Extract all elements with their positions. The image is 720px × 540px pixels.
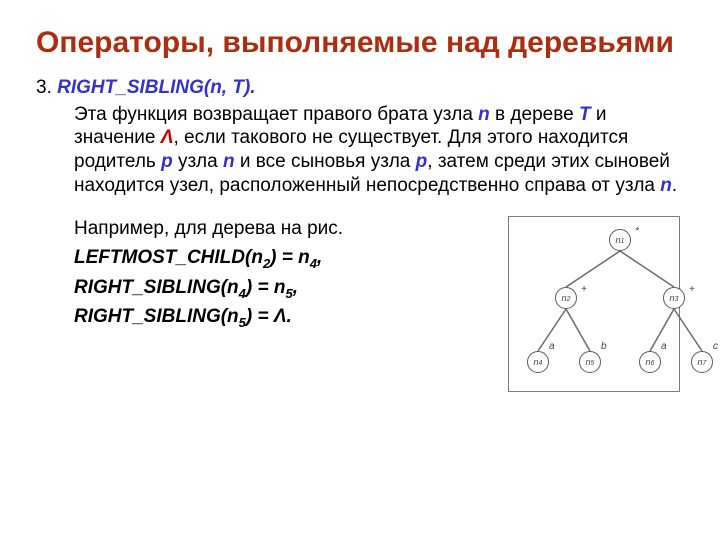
tree-diagram: n1*n2+n3+n4an5bn6an7c (508, 216, 680, 392)
desc-text: и все сыновья узла (235, 151, 416, 172)
tree-node-label-n7: c (713, 341, 718, 352)
example-line-1: LEFTMOST_CHILD(n2) = n4, (74, 245, 504, 271)
ex2-b: ) = n (246, 277, 286, 298)
desc-text: узла (173, 151, 223, 172)
tree-node-n6: n6 (639, 351, 661, 373)
ex2-sub1: 4 (239, 286, 246, 301)
example-text-column: Например, для дерева на рис. LEFTMOST_CH… (74, 216, 504, 335)
desc-var-n: n (478, 104, 490, 125)
tree-node-n3: n3 (663, 287, 685, 309)
ex3-sub1: 5 (239, 315, 246, 330)
tree-node-label-n1: * (635, 226, 639, 237)
item-line: 3. RIGHT_SIBLING(n, T). (36, 77, 680, 99)
slide-root: Операторы, выполняемые над деревьями 3. … (0, 0, 720, 540)
ex1-c: , (317, 247, 322, 268)
ex1-sub2: 4 (310, 256, 317, 271)
ex2-a: RIGHT_SIBLING(n (74, 277, 239, 298)
desc-text: . (672, 175, 677, 196)
desc-lambda: Λ (161, 127, 174, 148)
ex2-sub2: 5 (286, 286, 293, 301)
desc-var-p: p (161, 151, 173, 172)
tree-node-n2: n2 (555, 287, 577, 309)
ex2-c: , (293, 277, 298, 298)
example-line-2: RIGHT_SIBLING(n4) = n5, (74, 275, 504, 301)
tree-node-label-n2: + (581, 284, 587, 295)
description-paragraph: Эта функция возвращает правого брата узл… (74, 103, 680, 198)
desc-text: Эта функция возвращает правого брата узл… (74, 104, 478, 125)
function-signature: RIGHT_SIBLING(n, T). (57, 77, 255, 98)
ex1-a: LEFTMOST_CHILD(n (74, 247, 263, 268)
example-intro: Например, для дерева на рис. (74, 216, 504, 242)
desc-var-n: n (223, 151, 235, 172)
tree-node-label-n3: + (689, 284, 695, 295)
tree-node-n1: n1 (609, 229, 631, 251)
desc-var-p: p (416, 151, 428, 172)
ex3-a: RIGHT_SIBLING(n (74, 306, 239, 327)
tree-node-label-n6: a (661, 341, 667, 352)
ex1-b: ) = n (270, 247, 310, 268)
item-number: 3. (36, 77, 52, 98)
desc-var-n: n (660, 175, 672, 196)
ex3-b: ) = Λ. (246, 306, 292, 327)
example-row: Например, для дерева на рис. LEFTMOST_CH… (36, 216, 680, 392)
tree-node-label-n4: a (549, 341, 555, 352)
tree-node-n7: n7 (691, 351, 713, 373)
desc-var-T: T (579, 104, 591, 125)
desc-text: в дереве (490, 104, 579, 125)
example-line-3: RIGHT_SIBLING(n5) = Λ. (74, 304, 504, 330)
tree-node-n5: n5 (579, 351, 601, 373)
tree-node-n4: n4 (527, 351, 549, 373)
tree-node-label-n5: b (601, 341, 607, 352)
slide-title: Операторы, выполняемые над деревьями (36, 26, 680, 61)
